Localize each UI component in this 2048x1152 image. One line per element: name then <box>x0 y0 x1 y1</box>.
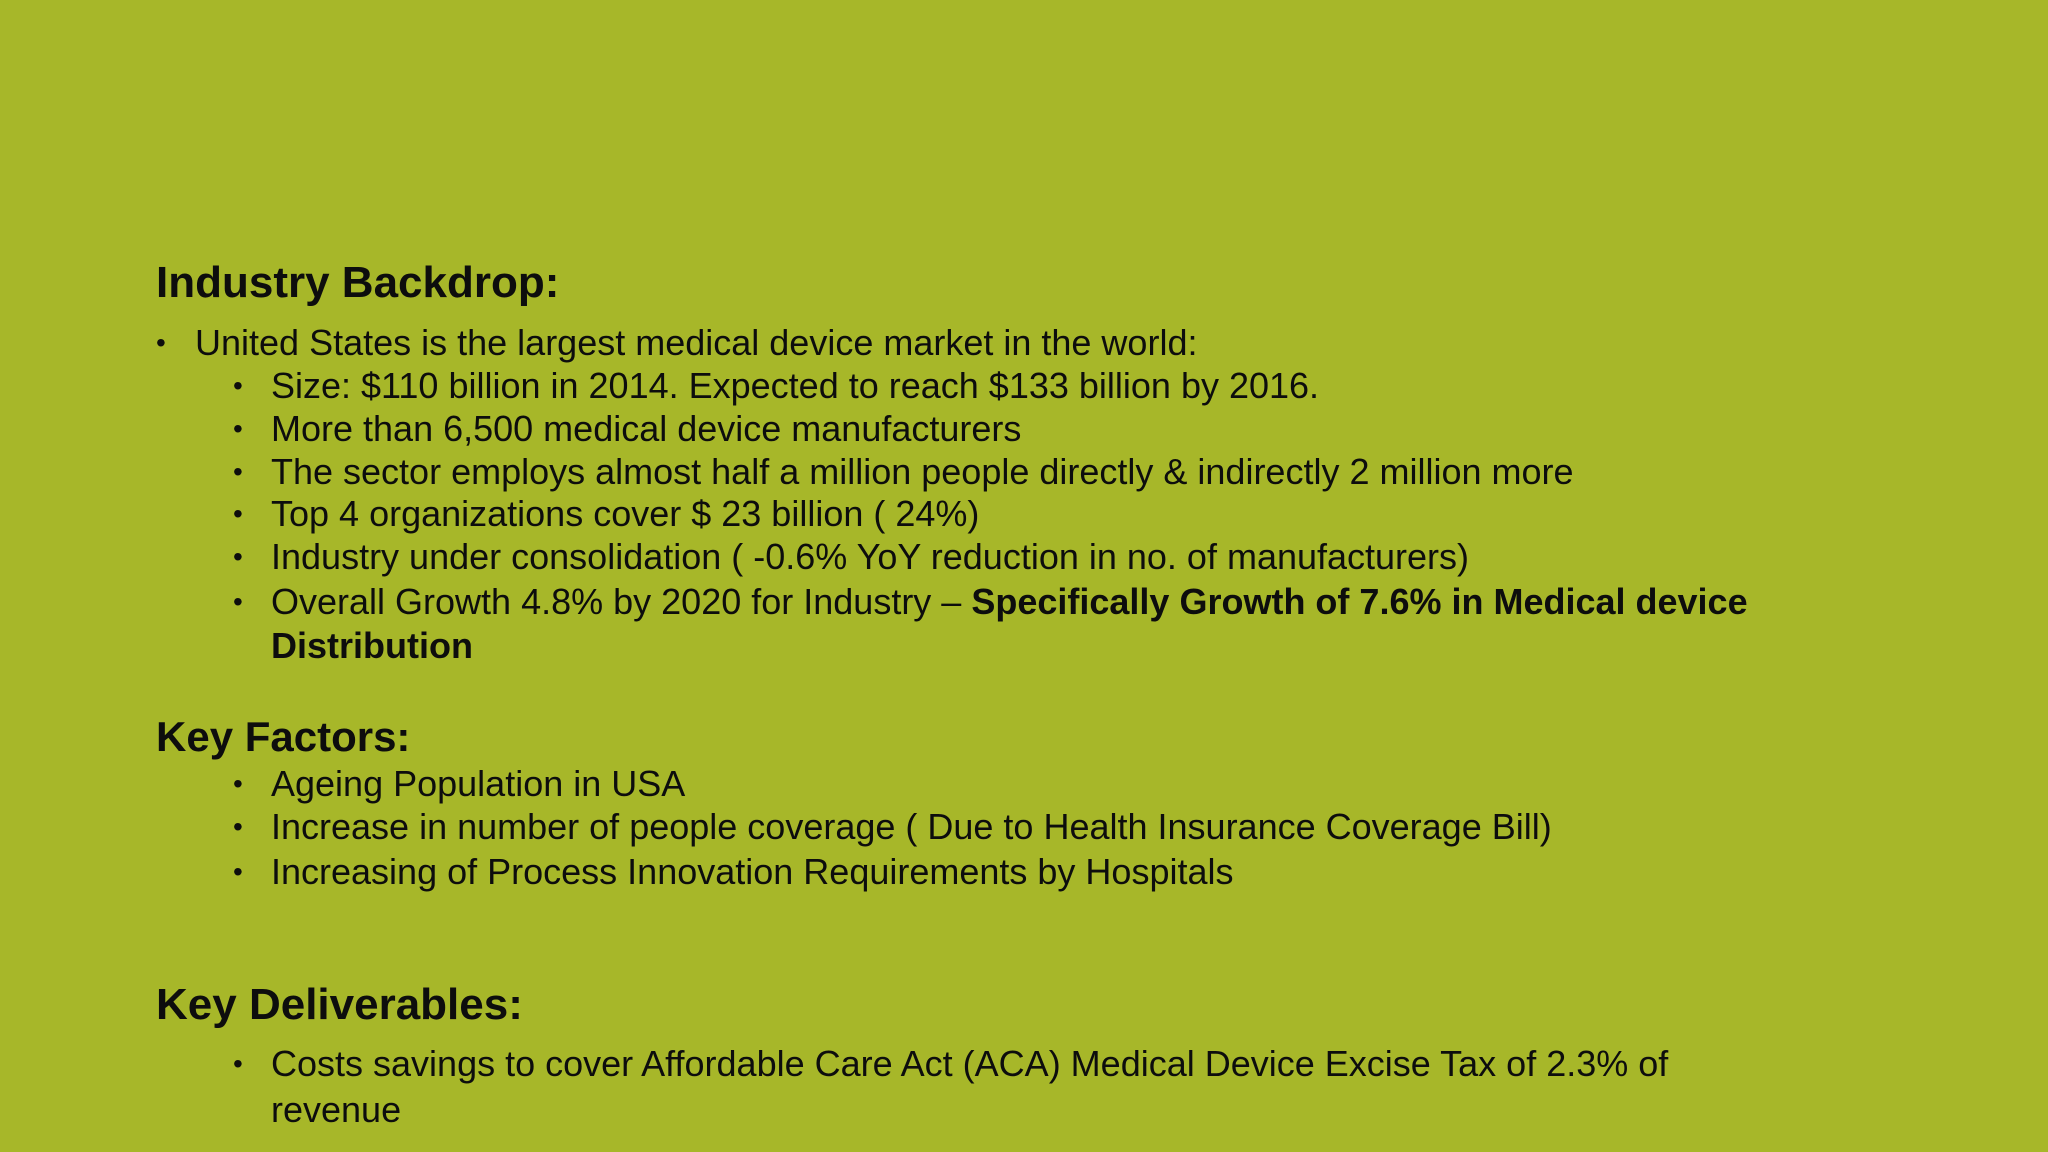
bullet-icon: • <box>233 413 243 444</box>
factor-item-innovation: Increasing of Process Innovation Require… <box>271 851 1234 892</box>
bullet-icon: • <box>156 327 166 358</box>
deliverable-item-cost-savings-continued: revenue <box>271 1089 402 1130</box>
backdrop-intro: United States is the largest medical dev… <box>195 322 1198 363</box>
bullet-icon: • <box>233 1048 243 1079</box>
bullet-icon: • <box>233 498 243 529</box>
bullet-icon: • <box>233 768 243 799</box>
backdrop-item-manufacturers: More than 6,500 medical device manufactu… <box>271 408 1022 449</box>
bullet-icon: • <box>233 586 243 617</box>
backdrop-item-employment: The sector employs almost half a million… <box>271 451 1574 492</box>
backdrop-item-top-organizations: Top 4 organizations cover $ 23 billion (… <box>271 493 980 534</box>
industry-backdrop-heading: Industry Backdrop: <box>156 258 560 307</box>
backdrop-item-growth-continued: Distribution <box>271 624 473 668</box>
key-factors-heading: Key Factors: <box>156 713 411 760</box>
bullet-icon: • <box>233 541 243 572</box>
bullet-icon: • <box>233 370 243 401</box>
deliverable-item-cost-savings: Costs savings to cover Affordable Care A… <box>271 1043 1669 1084</box>
factor-item-coverage: Increase in number of people coverage ( … <box>271 806 1552 847</box>
backdrop-item-growth: Overall Growth 4.8% by 2020 for Industry… <box>271 580 1748 624</box>
growth-bold-text: Specifically Growth of 7.6% in Medical d… <box>971 581 1748 622</box>
growth-plain-text: Overall Growth 4.8% by 2020 for Industry… <box>271 581 972 622</box>
bullet-icon: • <box>233 811 243 842</box>
growth-bold-text-continued: Distribution <box>271 625 473 666</box>
backdrop-item-size: Size: $110 billion in 2014. Expected to … <box>271 365 1320 406</box>
bullet-icon: • <box>233 856 243 887</box>
backdrop-item-consolidation: Industry under consolidation ( -0.6% YoY… <box>271 536 1470 577</box>
bullet-icon: • <box>233 456 243 487</box>
factor-item-ageing: Ageing Population in USA <box>271 763 686 804</box>
key-deliverables-heading: Key Deliverables: <box>156 980 523 1029</box>
